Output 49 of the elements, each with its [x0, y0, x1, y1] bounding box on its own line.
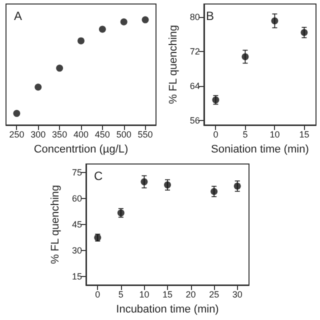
point — [98, 26, 106, 33]
y-tick-label: 75 — [72, 168, 82, 178]
point — [271, 17, 278, 24]
point — [164, 181, 171, 188]
x-tick-label: 10 — [139, 290, 150, 300]
x-tick-label: 15 — [162, 290, 173, 300]
x-tick-label: 15 — [299, 130, 310, 140]
x-tick-label: 250 — [9, 130, 24, 140]
y-tick-label: 64 — [190, 81, 200, 92]
x-tick-label: 450 — [94, 130, 110, 140]
x-tick-label: 400 — [73, 130, 89, 140]
y-axis-title: % FL quenching — [168, 24, 180, 104]
y-tick-label: 72 — [190, 46, 200, 57]
x-tick-label: 25 — [209, 290, 220, 300]
x-tick-label: 5 — [118, 290, 124, 300]
point — [140, 178, 148, 186]
x-tick-label: 20 — [186, 290, 196, 300]
y-tick-label: 45 — [72, 220, 82, 230]
point — [210, 188, 218, 195]
x-tick-label: 5 — [242, 130, 248, 140]
point — [34, 84, 42, 91]
y-tick-label: 56 — [190, 116, 200, 126]
x-tick-label: 30 — [232, 290, 242, 300]
y-tick-label: 30 — [72, 245, 82, 256]
chart-title: B — [206, 9, 214, 23]
x-tick-label: 10 — [270, 130, 280, 140]
y-tick-label: 80 — [190, 12, 200, 22]
y-axis-title: % FL quenching — [50, 184, 62, 264]
text: C — [94, 169, 103, 183]
x-axis-title: Incubation time (min) — [116, 304, 219, 316]
y-tick-label: 15 — [72, 271, 82, 282]
point — [13, 110, 20, 117]
x-tick-label: 0 — [213, 130, 218, 140]
point — [300, 29, 308, 36]
x-tick-label: 300 — [30, 130, 46, 140]
x-axis-title: Concentrtion (µg/L) — [34, 144, 128, 156]
chart-title: A — [14, 9, 22, 23]
point — [56, 64, 64, 72]
point — [120, 18, 128, 26]
x-tick-label: 0 — [95, 290, 100, 300]
point — [78, 37, 84, 44]
x-tick-label: 550 — [138, 130, 153, 140]
point — [234, 182, 241, 190]
point — [142, 16, 149, 24]
x-tick-label: 350 — [52, 130, 68, 140]
y-tick-label: 60 — [72, 194, 82, 204]
point — [242, 53, 249, 60]
x-tick-label: 500 — [116, 130, 132, 140]
x-axis-title: Soniation time (min) — [211, 144, 309, 156]
